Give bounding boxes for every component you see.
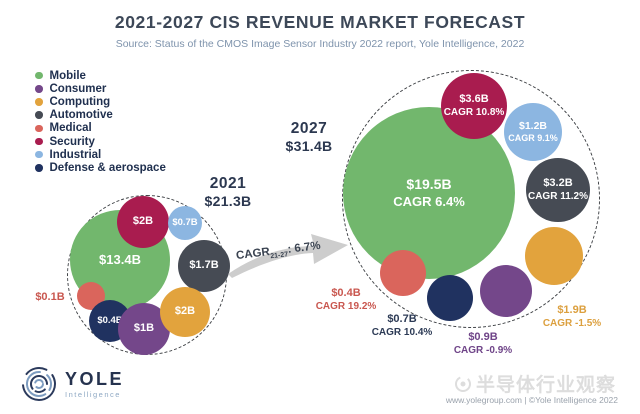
bubble-2027-security: $3.6B CAGR 10.8% (441, 73, 507, 139)
label-2027-defense: $0.7B CAGR 10.4% (366, 312, 438, 339)
label-2027-medical: $0.4B CAGR 19.2% (310, 286, 382, 313)
label-2027-consumer: $0.9B CAGR -0.9% (447, 330, 519, 357)
cluster-2027-header: 2027 $31.4B (279, 120, 339, 154)
growth-arrow (228, 234, 348, 278)
bubble-cagr: CAGR 9.1% (508, 132, 558, 143)
legend-dot-automotive (35, 111, 43, 119)
cagr-value: : 6.7% (286, 239, 322, 256)
legend-dot-medical (35, 124, 43, 133)
legend-dot-security (35, 137, 43, 146)
legend-label: Industrial (49, 148, 102, 161)
legend-label: Defense & aerospace (49, 161, 166, 174)
cluster-2021-header: 2021 $21.3B (196, 175, 260, 209)
legend-dot-industrial (35, 150, 43, 159)
legend: Mobile Consumer Computing Automotive Med… (35, 69, 166, 175)
credit-line: www.yolegroup.com | ©Yole Intelligence 2… (445, 395, 618, 405)
bubble-value: $13.4B (99, 251, 141, 267)
outside-cagr: CAGR 10.4% (371, 327, 433, 339)
legend-dot-mobile (35, 71, 43, 80)
legend-label: Computing (49, 95, 111, 108)
legend-item-security: Security (35, 135, 166, 148)
legend-item-defense: Defense & aerospace (35, 161, 166, 174)
page-title: 2021-2027 CIS REVENUE MARKET FORECAST (114, 12, 526, 32)
yole-swirl-icon (22, 367, 56, 401)
bubble-value: $1.7B (189, 259, 219, 272)
bubble-value: $0.7B (172, 217, 198, 229)
bubble-2027-automotive: $3.2B CAGR 11.2% (526, 158, 590, 222)
legend-label: Security (49, 135, 95, 148)
outside-value: $1.9B (557, 304, 587, 316)
outside-cagr: CAGR 19.2% (315, 301, 377, 313)
legend-dot-computing (35, 98, 43, 106)
legend-label: Consumer (49, 82, 107, 95)
brand-name: YOLE (65, 368, 125, 389)
outside-value: $0.7B (387, 313, 417, 325)
bubble-value: $2B (132, 215, 154, 228)
outside-value: $0.4B (331, 287, 361, 299)
year-2021: 2021 (209, 175, 247, 192)
bubble-cagr: CAGR 6.4% (393, 193, 465, 209)
bubble-2027-medical (380, 250, 426, 296)
label-2021-medical: $0.1B (28, 290, 72, 304)
legend-dot-defense (35, 164, 43, 172)
outside-value: $0.1B (35, 291, 65, 303)
outside-cagr: CAGR -1.5% (542, 318, 602, 330)
watermark-text: 半导体行业观察 (475, 375, 616, 396)
cluster-2027-ring (342, 70, 600, 328)
bubble-value: $1B (133, 322, 155, 335)
legend-item-mobile: Mobile (35, 69, 166, 82)
bubble-value: $3.6B (459, 92, 489, 105)
bubble-2021-industrial: $0.7B (168, 206, 202, 240)
label-2027-computing: $1.9B CAGR -1.5% (536, 303, 608, 330)
legend-item-industrial: Industrial (35, 148, 166, 161)
legend-label: Mobile (49, 69, 86, 82)
bubble-2027-consumer (480, 265, 532, 317)
bubble-value: $3.2B (543, 176, 573, 189)
total-2021: $21.3B (204, 193, 252, 209)
brand-subtitle: Intelligence (65, 389, 121, 399)
bubble-2027-computing (525, 227, 583, 285)
bubble-2027-defense (427, 275, 473, 321)
bubble-value: $1.2B (518, 119, 548, 132)
bubble-2021-security: $2B (117, 196, 169, 248)
year-2027: 2027 (290, 120, 328, 137)
watermark: 半导体行业观察 (454, 370, 616, 397)
outside-value: $0.9B (468, 331, 498, 343)
watermark-icon (454, 375, 471, 392)
bubble-2027-industrial: $1.2B CAGR 9.1% (504, 103, 562, 161)
bubble-cagr: CAGR 10.8% (443, 106, 505, 118)
legend-item-automotive: Automotive (35, 109, 166, 122)
legend-dot-consumer (35, 85, 43, 93)
legend-label: Medical (49, 122, 92, 135)
bubble-2021-automotive: $1.7B (178, 240, 230, 292)
source-note: Source: Status of the CMOS Image Sensor … (115, 38, 525, 50)
bubble-cagr: CAGR 11.2% (527, 190, 589, 202)
cagr-prefix: CAGR (235, 246, 271, 263)
legend-item-medical: Medical (35, 122, 166, 135)
yole-logo: YOLE Intelligence (20, 365, 124, 403)
bubble-value: $0.4B (97, 315, 123, 327)
bubble-2021-computing: $2B (160, 287, 210, 337)
legend-item-consumer: Consumer (35, 82, 166, 95)
outside-cagr: CAGR -0.9% (453, 345, 513, 357)
bubble-value: $19.5B (406, 176, 452, 193)
legend-item-computing: Computing (35, 95, 166, 108)
legend-label: Automotive (49, 109, 113, 122)
bubble-value: $2B (174, 305, 196, 318)
total-2027: $31.4B (285, 138, 333, 154)
